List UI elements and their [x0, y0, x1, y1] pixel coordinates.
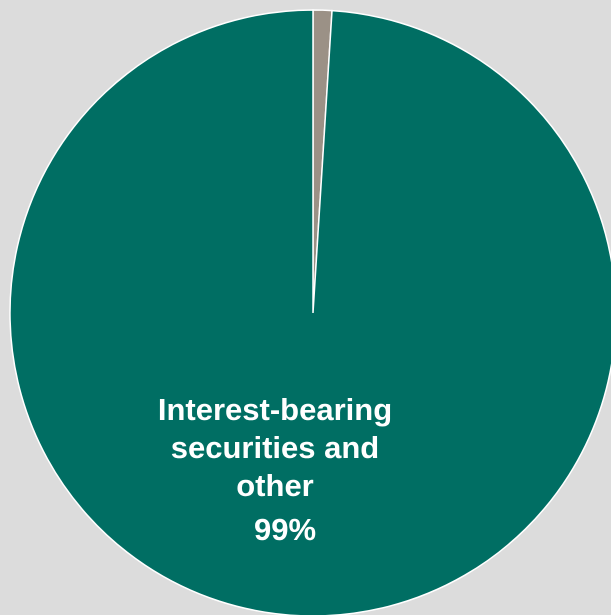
pie-slice-1 [9, 9, 611, 615]
pie-labels: Interest-bearing securities and other 99% [158, 392, 392, 547]
slice-label-line: other [236, 468, 314, 503]
pie-slices [9, 9, 611, 615]
slice-percent-label: 99% [254, 512, 316, 547]
slice-label-1: Interest-bearing securities and other 99% [158, 392, 392, 547]
slice-label-line: securities and [171, 430, 379, 465]
slice-label-line: Interest-bearing [158, 392, 392, 427]
